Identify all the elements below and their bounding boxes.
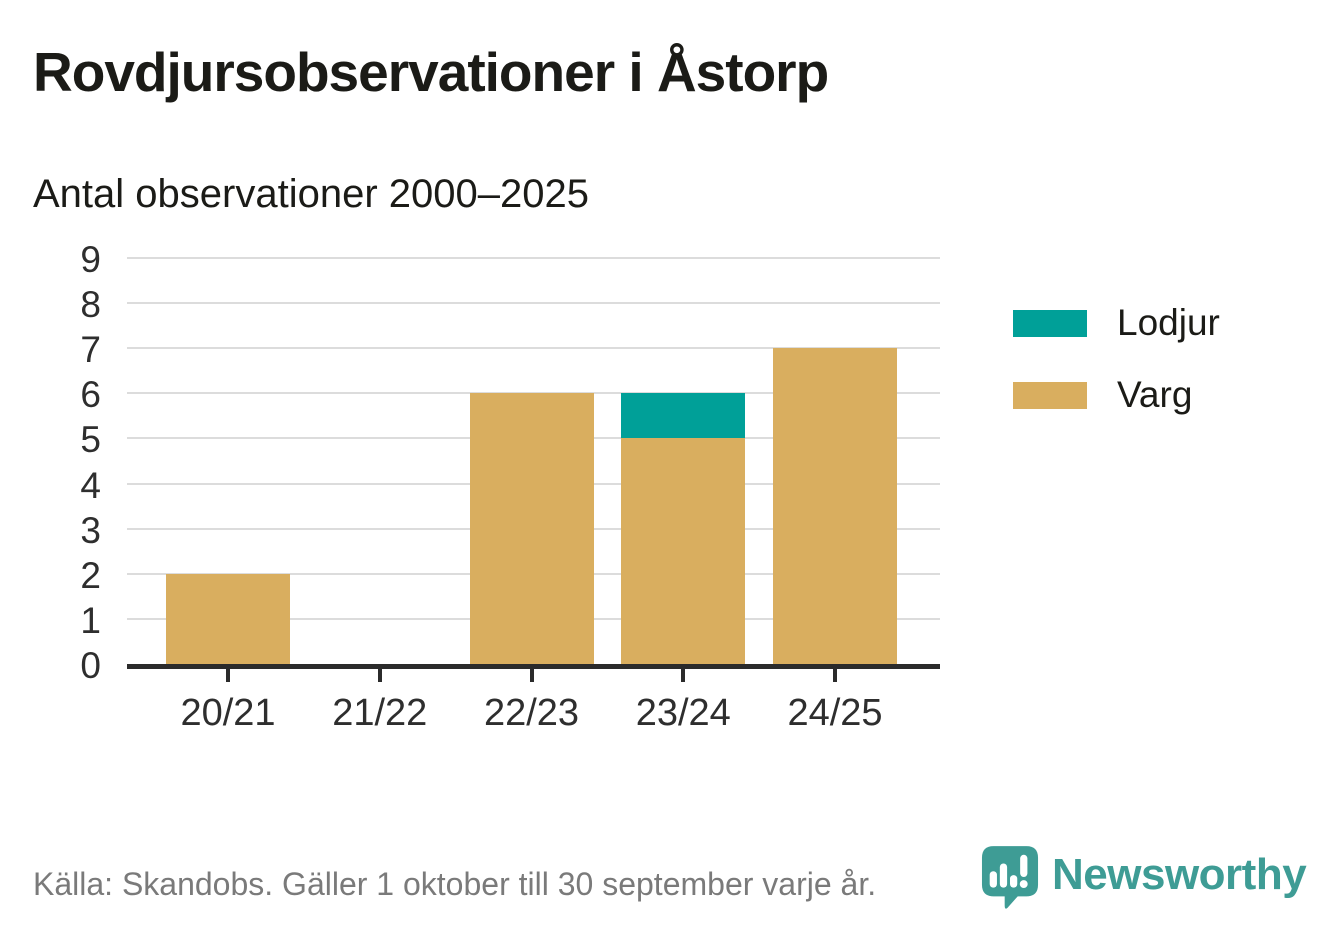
x-tick-label: 20/21 — [180, 692, 276, 734]
x-tick — [226, 669, 230, 682]
x-tick-label: 23/24 — [635, 692, 731, 734]
x-tick-label: 22/23 — [483, 692, 580, 734]
bar-segment-lodjur — [621, 393, 746, 439]
bar-segment-varg — [773, 348, 897, 664]
x-tick-label: 24/25 — [787, 692, 883, 734]
legend-swatch — [1013, 309, 1087, 337]
y-tick-label: 8 — [80, 284, 101, 326]
x-tick — [529, 669, 534, 682]
legend-label: Lodjur — [1117, 302, 1220, 343]
bar-segment-varg — [621, 438, 746, 664]
legend: Lodjur Varg — [1013, 302, 1220, 416]
gridline — [127, 257, 940, 259]
page-title: Rovdjursobservationer i Åstorp — [33, 41, 829, 103]
gridline — [127, 302, 940, 305]
newsworthy-logo-icon — [981, 845, 1039, 914]
source-text: Källa: Skandobs. Gäller 1 oktober till 3… — [33, 866, 877, 902]
bar-segment-varg — [469, 393, 594, 664]
legend-label: Varg — [1117, 374, 1193, 415]
y-tick-label: 4 — [80, 464, 101, 506]
legend-item-lodjur: Lodjur — [1013, 302, 1220, 344]
gridline — [127, 347, 940, 350]
y-tick-label: 1 — [80, 599, 101, 641]
x-tick — [377, 669, 382, 682]
y-tick-label: 7 — [80, 329, 101, 371]
newsworthy-brand: Newsworthy — [981, 845, 1307, 914]
y-tick-label: 0 — [80, 645, 101, 686]
newsworthy-wordmark: Newsworthy — [1052, 850, 1307, 899]
y-tick-label: 6 — [80, 374, 101, 416]
y-tick-label: 3 — [80, 509, 101, 551]
x-tick-label: 21/22 — [332, 692, 428, 734]
chart-subtitle: Antal observationer 2000–2025 — [33, 172, 589, 216]
y-tick-label: 2 — [80, 554, 101, 596]
bar-segment-varg — [166, 573, 290, 664]
x-tick — [681, 669, 686, 682]
x-tick — [833, 669, 837, 682]
x-axis-line — [127, 664, 940, 669]
y-tick-label: 9 — [80, 239, 101, 280]
legend-item-varg: Varg — [1013, 374, 1220, 416]
legend-swatch — [1013, 381, 1087, 409]
y-tick-label: 5 — [80, 419, 101, 461]
